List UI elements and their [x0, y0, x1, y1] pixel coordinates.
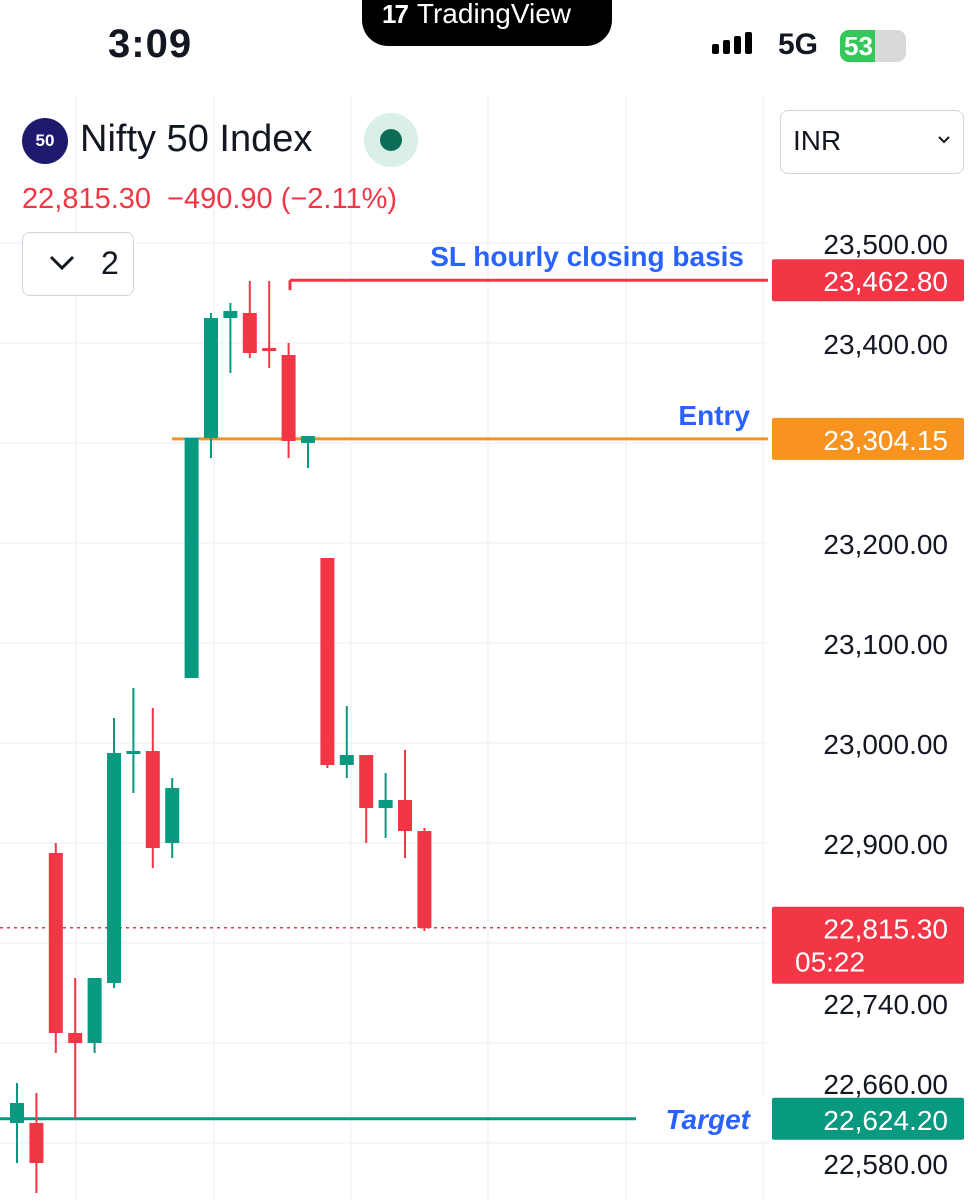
- collapse-indicators-button[interactable]: 2: [22, 232, 134, 296]
- price-axis[interactable]: 23,500.00 23,400.00 23,200.00 23,100.00 23,0…: [772, 229, 964, 1180]
- battery-level: 53: [844, 31, 873, 61]
- candle: [262, 281, 277, 368]
- price-tick-label: 23,400.00: [823, 329, 948, 360]
- symbol-badge: 50: [22, 118, 68, 164]
- candle: [10, 1083, 24, 1163]
- candle-body: [87, 978, 102, 1043]
- candle-body: [378, 800, 393, 808]
- candle: [145, 708, 160, 868]
- candle-body: [48, 853, 63, 1033]
- candle-body: [145, 751, 160, 848]
- chart-annotations: SL hourly closing basis Entry Target: [430, 241, 764, 1141]
- candle: [223, 303, 238, 373]
- target-price-tag-bg: [772, 1097, 964, 1140]
- candle-body: [126, 751, 141, 754]
- status-bar: 3:09 17 TradingView 5G 53: [0, 0, 974, 90]
- price-levels: [0, 278, 768, 1121]
- candle: [398, 750, 412, 858]
- candle: [204, 313, 218, 458]
- price-tick-label: 23,000.00: [823, 729, 948, 760]
- candle-body: [301, 436, 315, 443]
- candle: [68, 978, 83, 1118]
- candle-body: [262, 348, 277, 351]
- price-tick-label: 22,900.00: [823, 829, 948, 860]
- candle-series: [10, 281, 432, 1193]
- indicator-count: 2: [101, 245, 119, 281]
- candle: [107, 718, 121, 988]
- app-pill-label: TradingView: [416, 0, 572, 29]
- candle-body: [359, 755, 374, 808]
- candle: [281, 343, 296, 458]
- chevron-down-icon: [49, 255, 75, 271]
- candle-body: [242, 313, 257, 353]
- bar-countdown-label: 05:22: [795, 947, 865, 978]
- candle: [301, 436, 315, 468]
- stoploss-price-tag-label: 23,462.80: [823, 266, 948, 297]
- price-summary: 22,815.30 −490.90 (−2.11%): [22, 183, 413, 216]
- price-tick-label: 23,200.00: [823, 529, 948, 560]
- candle: [242, 281, 257, 358]
- candle-body: [417, 831, 432, 928]
- price-change: −490.90 (−2.11%): [167, 183, 398, 215]
- tradingview-logo-icon: 17: [382, 0, 409, 29]
- price-tick-label: 22,660.00: [823, 1069, 948, 1100]
- candle: [184, 438, 199, 678]
- entry-price-tag: 23,304.15: [772, 417, 964, 460]
- stoploss-price-tag-bg: [772, 259, 964, 302]
- target-annotation-bg: [640, 1096, 764, 1141]
- candle-body: [320, 558, 335, 765]
- entry-annotation: Entry: [678, 400, 750, 431]
- price-tick-label: 22,580.00: [823, 1149, 948, 1180]
- candle: [417, 828, 432, 931]
- battery-icon: 53: [840, 30, 906, 62]
- candle-body: [165, 788, 180, 843]
- candle: [29, 1093, 44, 1193]
- entry-price-tag-label: 23,304.15: [823, 425, 948, 456]
- network-type: 5G: [778, 28, 819, 61]
- symbol-title[interactable]: Nifty 50 Index: [80, 118, 313, 160]
- candle-body: [29, 1123, 44, 1163]
- target-annotation: Target: [665, 1104, 751, 1135]
- candle-body: [204, 318, 218, 438]
- stoploss-price-tag: 23,462.80: [772, 259, 964, 302]
- price-tick-label: 23,100.00: [823, 629, 948, 660]
- candle: [87, 978, 102, 1053]
- candle: [126, 688, 141, 793]
- dynamic-island[interactable]: 17 TradingView: [362, 0, 612, 46]
- last-price-tag-label: 22,815.30: [823, 914, 948, 945]
- candle: [320, 558, 335, 768]
- stoploss-annotation: SL hourly closing basis: [430, 241, 744, 272]
- last-price-tag-bg: [772, 906, 964, 984]
- candle-body: [281, 355, 296, 441]
- candle-body: [68, 1033, 83, 1043]
- price-tick-label: 23,500.00: [823, 229, 948, 260]
- candle: [165, 778, 180, 858]
- price-tick-label: 22,740.00: [823, 989, 948, 1020]
- target-price-tag-label: 22,624.20: [823, 1105, 948, 1136]
- market-status-icon[interactable]: [364, 113, 418, 167]
- chevron-down-icon: [938, 136, 950, 144]
- status-time: 3:09: [108, 22, 193, 66]
- candle-body: [10, 1103, 24, 1123]
- signal-icon: [712, 32, 752, 54]
- entry-price-tag-bg: [772, 417, 964, 460]
- candle-body: [339, 755, 354, 765]
- candle: [378, 773, 393, 838]
- candle: [359, 755, 374, 843]
- target-price-tag: 22,624.20: [772, 1097, 964, 1140]
- last-price: 22,815.30: [22, 183, 152, 215]
- candle: [48, 843, 63, 1053]
- currency-select[interactable]: INR: [780, 110, 964, 174]
- candle-body: [184, 438, 199, 678]
- currency-label: INR: [793, 125, 842, 156]
- candle: [339, 706, 354, 778]
- candle-body: [398, 800, 412, 831]
- candle-body: [223, 311, 238, 318]
- candle-body: [107, 753, 121, 983]
